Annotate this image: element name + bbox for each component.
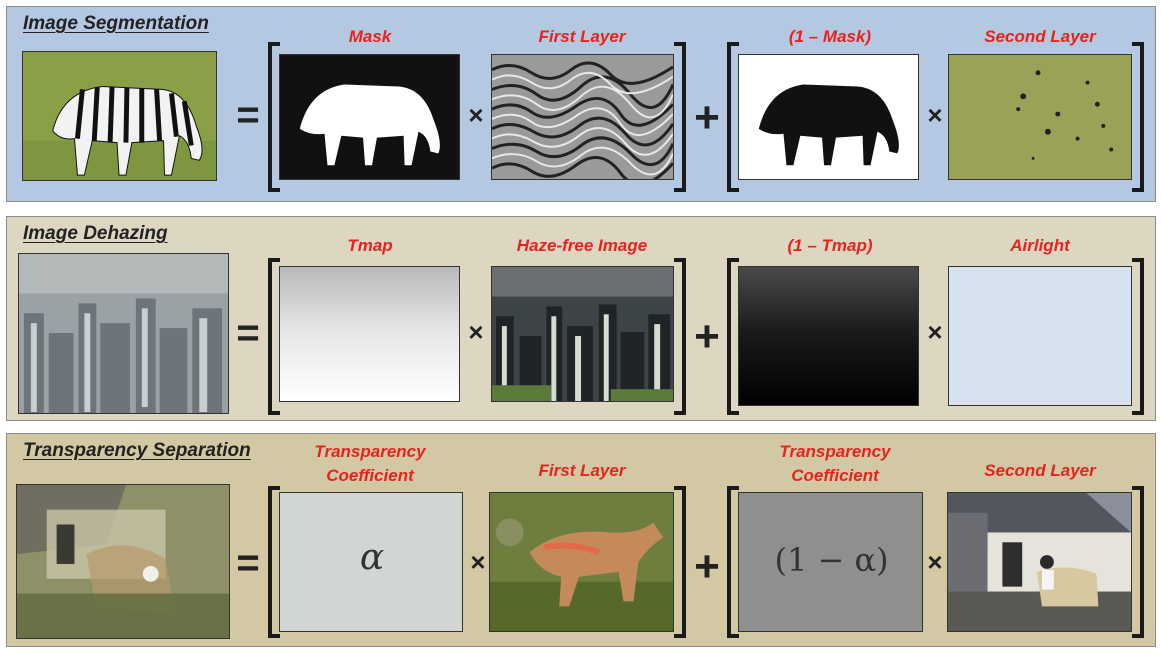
first-layer-label: First Layer [538, 461, 626, 480]
multiply-sign: × [927, 317, 943, 347]
haze-free-label: Haze-free Image [516, 236, 648, 255]
inverse-alpha-coefficient-image: (1 − α) [738, 492, 923, 632]
equals-sign: = [236, 541, 260, 585]
mask-image [279, 54, 460, 180]
grass-layer-image [948, 54, 1132, 180]
second-layer-farm-image [947, 492, 1132, 632]
second-layer-label: Second Layer [984, 27, 1096, 46]
left-bracket [727, 42, 739, 192]
texture-layer-image [491, 54, 674, 180]
mixed-scene-image [16, 484, 230, 639]
panel-title: Image Segmentation [23, 13, 209, 34]
multiply-sign: × [470, 547, 486, 577]
equals-sign: = [236, 311, 260, 355]
left-bracket [727, 486, 739, 638]
right-bracket [1132, 258, 1144, 415]
haze-free-image [491, 266, 674, 402]
inverse-tmap-image [738, 266, 919, 406]
right-bracket [1132, 42, 1144, 192]
coefficient-label-line1: Transparency [314, 442, 426, 461]
right-bracket [674, 42, 686, 192]
tmap-image [279, 266, 460, 402]
coefficient-label-line1: Transparency [779, 442, 891, 461]
inverse-mask-label: (1 – Mask) [788, 27, 872, 46]
coefficient-label: Transparency Coefficient [290, 440, 450, 488]
left-bracket [727, 258, 739, 415]
second-layer-label: Second Layer [984, 461, 1096, 480]
first-layer-horse-image [489, 492, 674, 632]
hazy-city-image [18, 253, 229, 414]
alpha-coefficient-image: α [279, 492, 463, 632]
plus-sign: + [694, 542, 720, 591]
plus-sign: + [694, 93, 720, 142]
multiply-sign: × [468, 100, 484, 130]
zebra-input-image [22, 51, 217, 181]
tmap-label: Tmap [347, 236, 393, 255]
multiply-sign: × [468, 317, 484, 347]
mask-label: Mask [348, 27, 392, 46]
alpha-symbol: α [359, 537, 385, 578]
one-minus-alpha-symbol: (1 − α) [774, 541, 889, 579]
coefficient-label-line2: Coefficient [326, 466, 414, 485]
airlight-label: Airlight [1010, 236, 1070, 255]
first-layer-label: First Layer [538, 27, 626, 46]
equals-sign: = [236, 93, 260, 137]
right-bracket [674, 258, 686, 415]
coefficient-label-line2: Coefficient [791, 466, 879, 485]
panel-title: Image Dehazing [23, 223, 168, 244]
left-bracket [268, 258, 280, 415]
left-bracket [268, 486, 280, 638]
right-bracket [674, 486, 686, 638]
inverse-tmap-label: (1 – Tmap) [787, 236, 873, 255]
plus-sign: + [694, 312, 720, 361]
multiply-sign: × [927, 100, 943, 130]
panel-title: Transparency Separation [23, 440, 251, 461]
multiply-sign: × [927, 547, 943, 577]
inverse-mask-image [738, 54, 919, 180]
coefficient-label: Transparency Coefficient [745, 440, 925, 488]
left-bracket [268, 42, 280, 192]
right-bracket [1132, 486, 1144, 638]
airlight-image [948, 266, 1132, 406]
